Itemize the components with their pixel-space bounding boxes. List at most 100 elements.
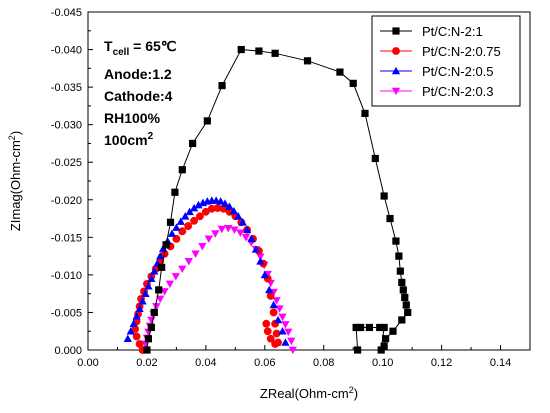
data-point (361, 109, 369, 117)
y-tick-label: -0.040 (51, 45, 82, 57)
data-point (404, 308, 412, 317)
data-point (184, 258, 193, 266)
x-tick-label: 0.06 (254, 357, 275, 369)
data-point (194, 200, 203, 209)
data-point (386, 214, 394, 223)
y-tick-label: 0.000 (54, 345, 82, 357)
data-point (217, 225, 226, 234)
legend-label: Pt/C:N-2:0.3 (422, 84, 494, 99)
y-axis-title: ZImag(Ohm-cm2) (7, 131, 23, 231)
data-point (144, 282, 153, 290)
data-point (229, 206, 238, 215)
data-point (236, 229, 245, 237)
data-point (380, 192, 388, 200)
y-tick-label: -0.045 (51, 7, 82, 19)
data-point (171, 188, 179, 196)
data-point (392, 237, 400, 245)
data-point (178, 265, 187, 274)
data-point (220, 199, 230, 207)
data-point (189, 203, 199, 212)
data-point (242, 225, 252, 234)
data-point (377, 346, 385, 354)
legend-entry: Pt/C:N-2:1 (380, 24, 483, 39)
data-point (135, 304, 144, 313)
data-point (155, 286, 163, 294)
data-point (284, 328, 293, 337)
legend-label: Pt/C:N-2:0.75 (422, 44, 501, 59)
data-point (371, 154, 379, 163)
data-point (191, 250, 200, 258)
x-tick-label: 0.04 (195, 357, 216, 369)
data-point (201, 207, 210, 216)
data-point (216, 197, 225, 205)
data-point (189, 139, 197, 148)
data-point (147, 274, 156, 282)
data-point (272, 329, 281, 338)
data-point (198, 243, 207, 251)
x-axis-title: ZReal(Ohm-cm2) (260, 385, 358, 401)
data-point (287, 337, 296, 346)
conditions-annotation: Tcell = 65℃ Anode:1.2 Cathode:4 RH100% 1… (104, 38, 177, 148)
data-point (196, 212, 204, 221)
data-point (171, 273, 180, 281)
data-point (234, 212, 243, 220)
data-point (278, 313, 287, 322)
data-point (152, 303, 161, 311)
data-point (255, 47, 263, 55)
x-tick-label: 0.10 (372, 357, 393, 369)
plot-area (123, 45, 412, 355)
data-point (272, 297, 281, 305)
legend-entry: Pt/C:N-2:0.75 (380, 44, 501, 59)
data-point (135, 340, 144, 348)
data-point (396, 267, 404, 275)
data-point (247, 234, 256, 243)
data-point (398, 278, 406, 286)
data-point (395, 252, 403, 260)
y-tick-label: -0.015 (51, 232, 82, 244)
legend: Pt/C:N-2:1 Pt/C:N-2:0.75 Pt/C:N-2:0.5 Pt/C:… (371, 15, 521, 107)
legend-marker (391, 66, 401, 75)
data-point (218, 82, 226, 90)
data-point (278, 327, 287, 335)
data-point (211, 230, 220, 238)
data-point (150, 266, 159, 275)
data-point (241, 234, 251, 242)
data-point (141, 289, 150, 297)
data-point (365, 323, 374, 332)
y-tick-label: -0.035 (51, 82, 82, 94)
data-point (273, 315, 283, 324)
data-point (172, 223, 181, 231)
y-tick-label: -0.010 (51, 270, 82, 282)
data-point (166, 218, 175, 226)
data-point (150, 308, 158, 317)
data-point (380, 323, 388, 332)
data-point (271, 340, 280, 348)
data-point (147, 323, 155, 332)
data-point (354, 346, 362, 354)
data-point (143, 346, 151, 354)
data-point (402, 301, 410, 309)
data-point (389, 327, 397, 335)
data-point (158, 263, 166, 271)
data-point (288, 346, 297, 355)
data-point (380, 342, 388, 350)
data-point (256, 257, 265, 265)
x-tick-label: 0.12 (431, 357, 452, 369)
data-point (401, 293, 409, 302)
x-tick-label: 0.02 (136, 357, 157, 369)
data-point (213, 204, 222, 212)
legend-label: Pt/C:N-2:1 (422, 24, 483, 39)
data-point (181, 212, 190, 220)
data-point (167, 229, 177, 237)
data-point (349, 79, 357, 87)
legend-marker (392, 27, 400, 35)
data-point (138, 297, 147, 305)
svg-text:Anode:1.2: Anode:1.2 (104, 66, 172, 82)
data-point (162, 241, 170, 249)
data-point (225, 202, 234, 210)
data-point (132, 312, 141, 320)
svg-text:100cm2: 100cm2 (104, 131, 154, 148)
svg-text:Tcell = 65℃: Tcell = 65℃ (104, 38, 177, 58)
data-point (262, 319, 271, 328)
